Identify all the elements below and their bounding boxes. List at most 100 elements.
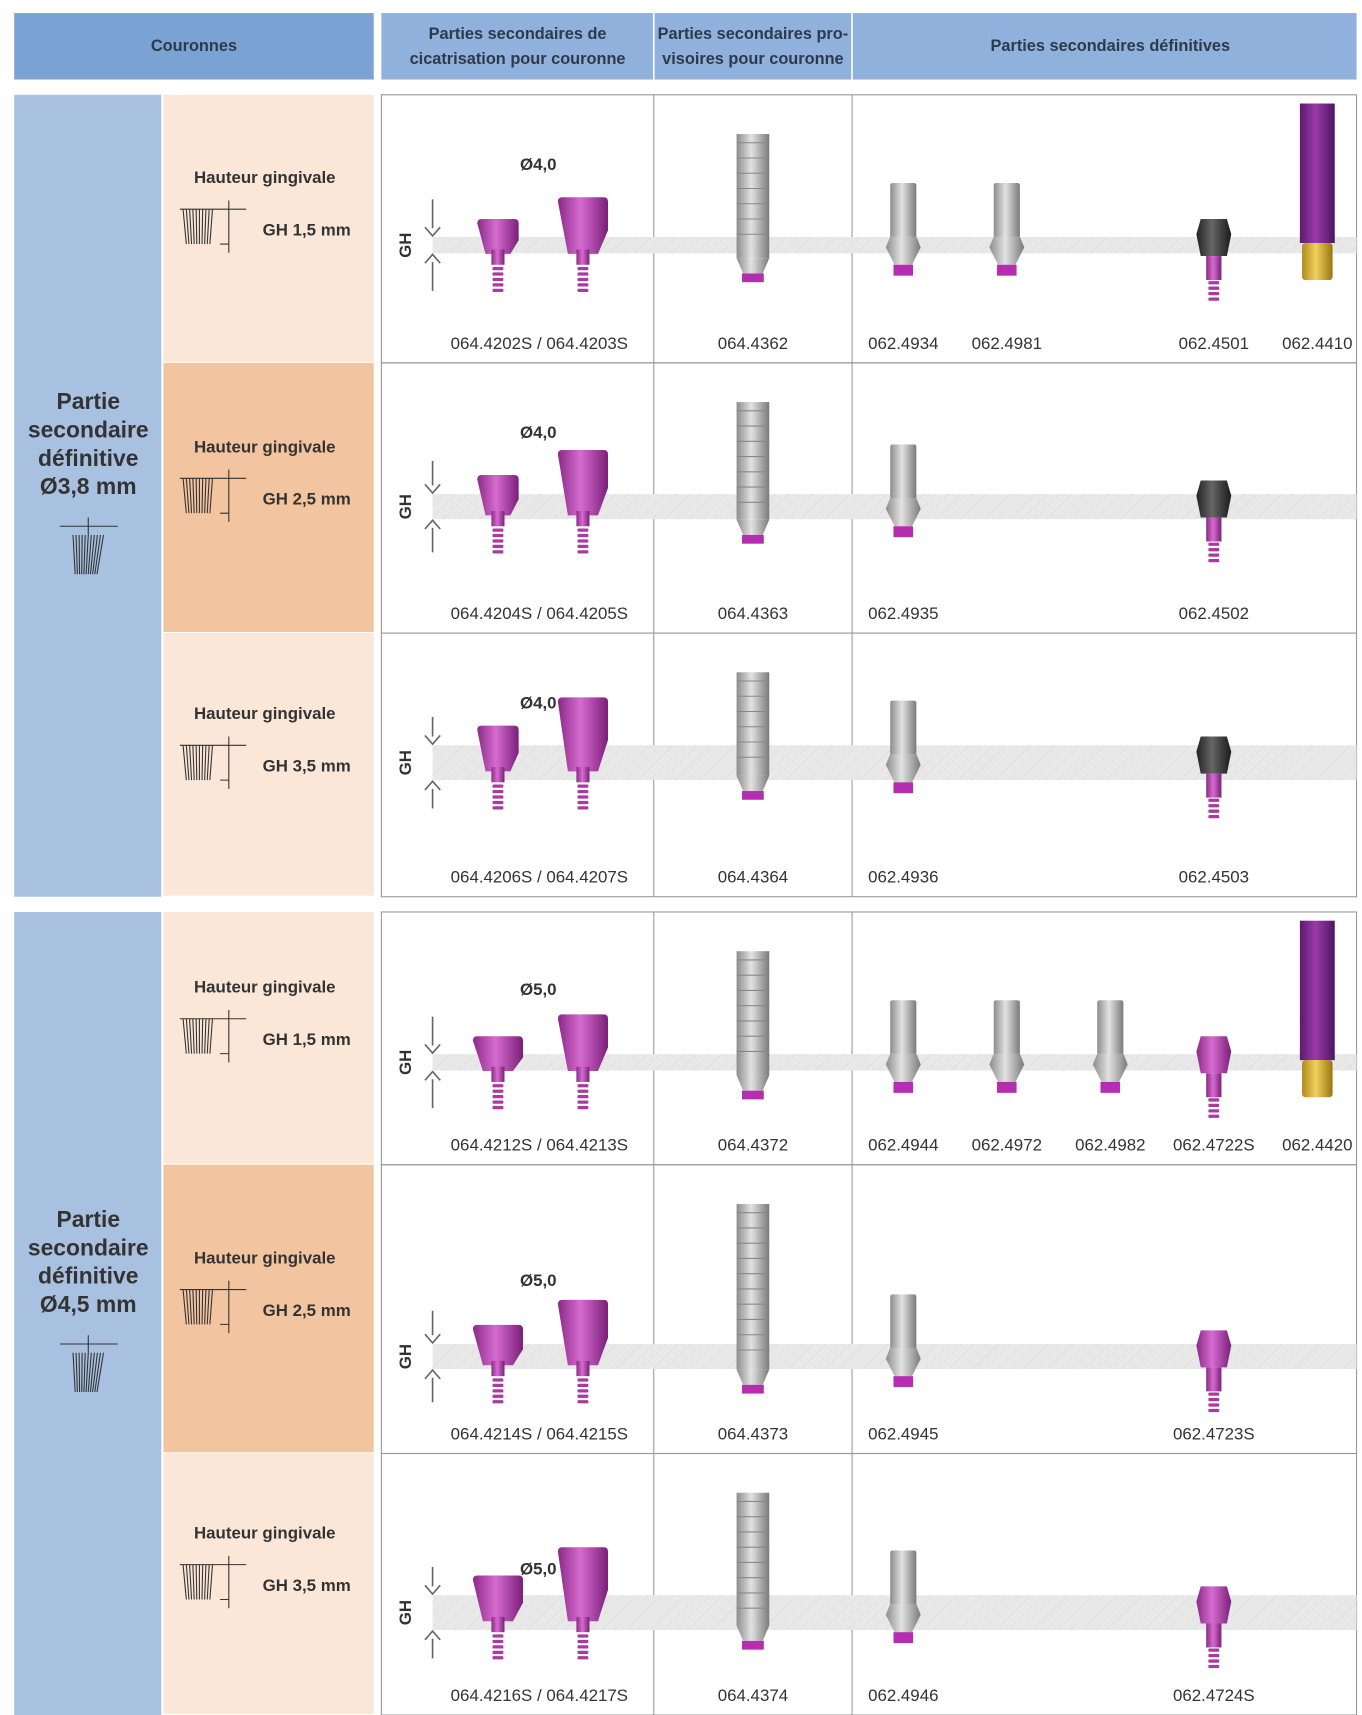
- product-code: 064.4212S / 064.4213S: [451, 1136, 628, 1155]
- group-icon: [96, 534, 105, 575]
- product-code: 062.4501: [1179, 334, 1249, 353]
- thread: [577, 550, 589, 554]
- product-code: 064.4372: [718, 1136, 788, 1155]
- group-cell: [14, 94, 162, 897]
- product-code: 064.4204S / 064.4205S: [451, 604, 628, 623]
- row-label-cell: [163, 633, 374, 897]
- gh-value: GH 1,5 mm: [263, 220, 351, 239]
- gh-icon: [189, 1018, 193, 1054]
- thread: [492, 266, 504, 271]
- thread: [1208, 286, 1220, 290]
- thread: [492, 550, 504, 554]
- thread: [1208, 553, 1220, 557]
- thread: [1208, 1659, 1220, 1663]
- abutment-head: [1196, 219, 1232, 257]
- provisional-post: [736, 402, 770, 520]
- abutment-base: [1092, 1053, 1128, 1082]
- group-label: secondaire: [28, 1234, 149, 1260]
- abutment-post: [890, 700, 917, 756]
- header-title: visoires pour couronne: [662, 50, 843, 68]
- thread: [577, 800, 589, 805]
- gh-icon: [204, 745, 207, 781]
- gh-icon: [195, 478, 198, 514]
- group-icon: [85, 534, 89, 575]
- thread: [492, 1383, 504, 1388]
- thread: [492, 1100, 504, 1104]
- gh-icon: [195, 745, 198, 781]
- healing-cap: [472, 1036, 524, 1072]
- thread: [492, 1084, 504, 1088]
- diameter: Ø4,0: [520, 155, 557, 174]
- gh-icon: [185, 478, 190, 514]
- thread: [1208, 804, 1220, 808]
- gh-icon: [201, 478, 204, 514]
- diameter: Ø5,0: [520, 1271, 557, 1290]
- abutment-post: [890, 183, 917, 238]
- gh-icon: [209, 1289, 214, 1325]
- healing-cap: [472, 1324, 524, 1366]
- group-icon: [92, 1352, 98, 1393]
- abutment-sleeve: [1299, 103, 1335, 243]
- abutment-post: [890, 1000, 917, 1055]
- healing-cap: [557, 1299, 608, 1366]
- group-icon: [83, 534, 86, 575]
- gh-axis: GH: [396, 750, 415, 775]
- abutment-post: [890, 444, 917, 500]
- group-icon: [83, 1352, 86, 1392]
- gh-icon: [201, 745, 204, 781]
- healing-cap: [557, 1014, 608, 1072]
- gh-icon: [195, 209, 198, 245]
- diameter: Ø5,0: [520, 1560, 557, 1579]
- product-code: 062.4946: [868, 1686, 938, 1705]
- product-code: 062.4935: [868, 604, 938, 623]
- thread: [577, 544, 589, 549]
- header-title: Parties secondaires pro-: [658, 25, 849, 43]
- gh-icon: [185, 745, 190, 781]
- group-label: Ø4,5 mm: [40, 1291, 137, 1317]
- gh-label: Hauteur gingivale: [194, 978, 336, 997]
- thread: [492, 544, 504, 549]
- header-title: Couronnes: [151, 37, 237, 55]
- header-title: Parties secondaires définitives: [990, 37, 1230, 55]
- gh-icon: [189, 478, 193, 514]
- provisional-tip: [742, 791, 764, 800]
- product-code: 064.4373: [718, 1424, 788, 1443]
- gh-icon: [179, 1010, 247, 1063]
- thread: [1208, 281, 1220, 285]
- thread: [1208, 809, 1220, 813]
- gh-icon: [182, 1289, 187, 1325]
- abutment-neck: [1206, 256, 1222, 281]
- provisional-tip: [742, 1090, 764, 1100]
- thread: [577, 789, 589, 794]
- gh-icon: [201, 1289, 204, 1325]
- group-icon: [94, 534, 102, 575]
- healing-neck: [491, 767, 505, 783]
- row-label-cell: [163, 94, 374, 363]
- healing-cap: [557, 197, 608, 254]
- product-code: 064.4214S / 064.4215S: [451, 1424, 628, 1443]
- abutment-gold: [1302, 1060, 1333, 1098]
- group-icon: [75, 534, 78, 575]
- diameter: Ø4,0: [520, 423, 557, 442]
- gh-icon: [192, 478, 195, 514]
- thread: [577, 1645, 589, 1649]
- abutment-post: [890, 1550, 917, 1605]
- diameter: Ø4,0: [520, 693, 557, 712]
- abutment-base: [885, 1603, 921, 1633]
- gh-arrow: [424, 199, 441, 291]
- thread: [492, 784, 504, 788]
- gh-icon: [192, 745, 195, 781]
- healing-neck: [576, 767, 590, 783]
- healing-neck: [491, 1616, 505, 1633]
- product-code: 062.4724S: [1173, 1686, 1255, 1705]
- thread: [577, 1383, 589, 1388]
- provisional-base: [736, 1625, 770, 1641]
- thread: [1208, 548, 1220, 552]
- provisional-tip: [742, 273, 764, 283]
- gh-axis: GH: [396, 1600, 415, 1625]
- gh-icon: [209, 1564, 214, 1600]
- provisional-post: [736, 134, 770, 259]
- provisional-base: [736, 1369, 770, 1385]
- cell-border: [380, 1452, 1358, 1715]
- thread: [492, 533, 504, 538]
